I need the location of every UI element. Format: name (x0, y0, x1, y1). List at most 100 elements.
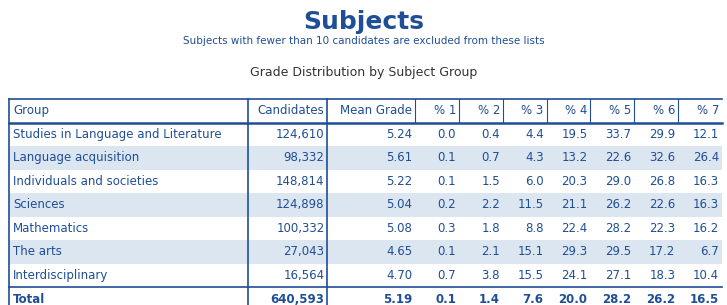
Text: 16.3: 16.3 (693, 175, 719, 188)
Text: % 4: % 4 (565, 104, 587, 117)
Bar (9, 146, 722, 170)
Text: 17.2: 17.2 (649, 246, 675, 258)
Text: 28.2: 28.2 (602, 292, 632, 305)
Text: 4.65: 4.65 (386, 246, 412, 258)
Text: 1.8: 1.8 (481, 222, 500, 235)
Text: 124,898: 124,898 (276, 198, 324, 211)
Text: 10.4: 10.4 (693, 269, 719, 282)
Text: 15.1: 15.1 (518, 246, 544, 258)
Text: 16,564: 16,564 (284, 269, 324, 282)
Text: 7.6: 7.6 (523, 292, 544, 305)
Text: 26.2: 26.2 (646, 292, 675, 305)
Text: 29.9: 29.9 (649, 128, 675, 141)
Text: 0.2: 0.2 (438, 198, 456, 211)
Text: The arts: The arts (13, 246, 62, 258)
Bar (9, 287, 722, 305)
Text: 2.2: 2.2 (481, 198, 500, 211)
Bar (9, 217, 722, 240)
Text: 26.4: 26.4 (693, 151, 719, 164)
Text: 0.0: 0.0 (438, 128, 456, 141)
Text: 0.7: 0.7 (438, 269, 456, 282)
Text: 29.3: 29.3 (561, 246, 587, 258)
Text: 148,814: 148,814 (276, 175, 324, 188)
Text: 6.0: 6.0 (525, 175, 544, 188)
Text: Interdisciplinary: Interdisciplinary (13, 269, 108, 282)
Text: 0.4: 0.4 (481, 128, 500, 141)
Text: 1.5: 1.5 (481, 175, 500, 188)
Text: 28.2: 28.2 (606, 222, 632, 235)
Text: Individuals and societies: Individuals and societies (13, 175, 158, 188)
Text: Mean Grade: Mean Grade (340, 104, 412, 117)
Text: Group: Group (13, 104, 49, 117)
Text: 98,332: 98,332 (284, 151, 324, 164)
Text: Total: Total (13, 292, 45, 305)
Bar (9, 170, 722, 193)
Text: 1.4: 1.4 (479, 292, 500, 305)
Text: Sciences: Sciences (13, 198, 65, 211)
Bar (9, 99, 722, 123)
Text: Mathematics: Mathematics (13, 222, 89, 235)
Text: 20.3: 20.3 (561, 175, 587, 188)
Text: 13.2: 13.2 (561, 151, 587, 164)
Text: 5.04: 5.04 (386, 198, 412, 211)
Text: 21.1: 21.1 (561, 198, 587, 211)
Text: 27.1: 27.1 (605, 269, 632, 282)
Text: 16.2: 16.2 (693, 222, 719, 235)
Text: 0.1: 0.1 (438, 151, 456, 164)
Bar (9, 193, 722, 217)
Text: 26.2: 26.2 (605, 198, 632, 211)
Text: 22.6: 22.6 (649, 198, 675, 211)
Text: 22.6: 22.6 (605, 151, 632, 164)
Text: 16.5: 16.5 (690, 292, 719, 305)
Text: 100,332: 100,332 (276, 222, 324, 235)
Bar (9, 123, 722, 146)
Text: 0.3: 0.3 (438, 222, 456, 235)
Text: 33.7: 33.7 (606, 128, 632, 141)
Bar (9, 240, 722, 264)
Text: 12.1: 12.1 (693, 128, 719, 141)
Text: 5.22: 5.22 (386, 175, 412, 188)
Text: 5.08: 5.08 (386, 222, 412, 235)
Text: % 1: % 1 (434, 104, 456, 117)
Text: 18.3: 18.3 (649, 269, 675, 282)
Text: % 7: % 7 (696, 104, 719, 117)
Text: Grade Distribution by Subject Group: Grade Distribution by Subject Group (250, 66, 477, 79)
Text: 16.3: 16.3 (693, 198, 719, 211)
Text: 6.7: 6.7 (700, 246, 719, 258)
Text: 4.3: 4.3 (525, 151, 544, 164)
Text: 4.70: 4.70 (386, 269, 412, 282)
Text: 24.1: 24.1 (561, 269, 587, 282)
Text: Subjects: Subjects (303, 10, 424, 34)
Text: 124,610: 124,610 (276, 128, 324, 141)
Text: 19.5: 19.5 (561, 128, 587, 141)
Text: 22.4: 22.4 (561, 222, 587, 235)
Bar (9, 264, 722, 287)
Text: 29.0: 29.0 (606, 175, 632, 188)
Text: 640,593: 640,593 (270, 292, 324, 305)
Text: 20.0: 20.0 (558, 292, 587, 305)
Text: % 2: % 2 (478, 104, 500, 117)
Text: Studies in Language and Literature: Studies in Language and Literature (13, 128, 222, 141)
Text: 8.8: 8.8 (525, 222, 544, 235)
Text: Language acquisition: Language acquisition (13, 151, 140, 164)
Text: 22.3: 22.3 (649, 222, 675, 235)
Text: 0.1: 0.1 (438, 246, 456, 258)
Text: 5.19: 5.19 (383, 292, 412, 305)
Text: 27,043: 27,043 (284, 246, 324, 258)
Text: Subjects with fewer than 10 candidates are excluded from these lists: Subjects with fewer than 10 candidates a… (182, 36, 545, 46)
Text: 11.5: 11.5 (518, 198, 544, 211)
Text: % 5: % 5 (609, 104, 632, 117)
Text: Candidates: Candidates (258, 104, 324, 117)
Text: 5.61: 5.61 (386, 151, 412, 164)
Text: 0.7: 0.7 (481, 151, 500, 164)
Text: 0.1: 0.1 (438, 175, 456, 188)
Text: % 6: % 6 (653, 104, 675, 117)
Text: 3.8: 3.8 (481, 269, 500, 282)
Text: 4.4: 4.4 (525, 128, 544, 141)
Text: 15.5: 15.5 (518, 269, 544, 282)
Text: 29.5: 29.5 (606, 246, 632, 258)
Text: 0.1: 0.1 (435, 292, 456, 305)
Text: 32.6: 32.6 (649, 151, 675, 164)
Text: % 3: % 3 (521, 104, 544, 117)
Text: 5.24: 5.24 (386, 128, 412, 141)
